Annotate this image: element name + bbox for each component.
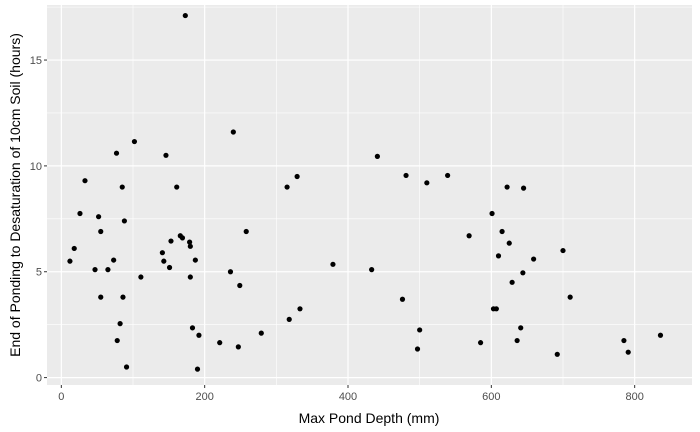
data-point [227, 269, 234, 275]
data-point [113, 150, 120, 156]
data-point [179, 235, 186, 241]
data-point [258, 330, 264, 336]
x-tick-label: 400 [339, 391, 357, 403]
y-tick-label: 5 [36, 267, 42, 279]
data-point [67, 258, 73, 264]
data-point [403, 172, 409, 179]
data-point [230, 129, 236, 135]
data-point [182, 12, 188, 19]
data-points [67, 12, 664, 372]
data-point [92, 267, 98, 273]
data-point [174, 184, 180, 190]
data-point [294, 173, 300, 180]
x-tick-label: 600 [482, 391, 500, 403]
data-point [297, 306, 303, 312]
data-point [187, 239, 193, 245]
data-point [560, 247, 566, 254]
data-point [168, 238, 174, 244]
x-axis-ticks: 0 200 400 600 800 [58, 385, 644, 403]
data-point [77, 210, 83, 217]
data-point [194, 366, 201, 372]
data-point [399, 296, 406, 302]
data-point [243, 228, 249, 235]
data-point [489, 210, 495, 217]
data-point [98, 294, 104, 300]
data-point [159, 250, 165, 256]
data-point [506, 240, 512, 246]
data-point [187, 274, 193, 280]
data-point [163, 152, 169, 158]
data-point [120, 294, 126, 300]
data-point [554, 351, 560, 357]
data-point [138, 274, 144, 280]
data-point [189, 325, 196, 331]
data-point [499, 228, 505, 235]
data-point [495, 253, 502, 259]
data-point [192, 257, 198, 263]
data-point [237, 282, 243, 289]
x-tick-label: 0 [58, 391, 64, 403]
data-point [625, 349, 631, 355]
data-point [466, 233, 472, 239]
y-tick-label: 15 [30, 55, 42, 67]
data-point [235, 344, 241, 350]
major-gridlines [47, 5, 692, 385]
minor-gridlines [47, 5, 692, 385]
plot-panel [47, 5, 692, 385]
data-point [121, 218, 127, 224]
data-point [187, 243, 193, 249]
data-point [514, 337, 520, 344]
data-point [520, 185, 527, 191]
data-point [82, 178, 88, 184]
data-point [477, 340, 484, 346]
data-point [504, 184, 510, 190]
data-point [417, 327, 423, 333]
data-point [424, 180, 430, 186]
data-point [374, 153, 380, 159]
data-point [119, 184, 125, 190]
data-point [117, 321, 123, 327]
data-point [161, 258, 167, 264]
data-point [330, 261, 336, 267]
data-point [71, 245, 77, 252]
data-point [96, 214, 102, 220]
y-tick-label: 0 [36, 373, 42, 385]
data-point [166, 264, 173, 271]
data-point [105, 267, 111, 273]
y-axis-ticks: 0 5 10 15 [30, 55, 47, 385]
x-tick-label: 800 [625, 391, 643, 403]
data-point [369, 267, 375, 273]
x-tick-label: 200 [195, 391, 213, 403]
y-axis-title: End of Ponding to Desaturation of 10cm S… [7, 33, 23, 357]
data-point [520, 270, 526, 276]
x-axis-title: Max Pond Depth (mm) [299, 410, 440, 426]
data-point [286, 316, 292, 322]
data-point [531, 256, 537, 262]
data-point [518, 325, 524, 331]
data-point [493, 306, 499, 312]
data-point [114, 337, 120, 344]
data-point [509, 279, 515, 285]
data-point [621, 337, 627, 344]
y-tick-label: 10 [30, 161, 42, 173]
data-point [414, 346, 421, 352]
data-point [657, 332, 664, 338]
data-point [123, 364, 130, 370]
data-point [131, 138, 138, 145]
data-point [111, 257, 117, 263]
data-point [445, 172, 451, 179]
data-point [98, 228, 104, 235]
data-point [284, 184, 290, 190]
data-point [217, 340, 223, 346]
data-point [196, 332, 202, 338]
data-point [567, 294, 573, 300]
